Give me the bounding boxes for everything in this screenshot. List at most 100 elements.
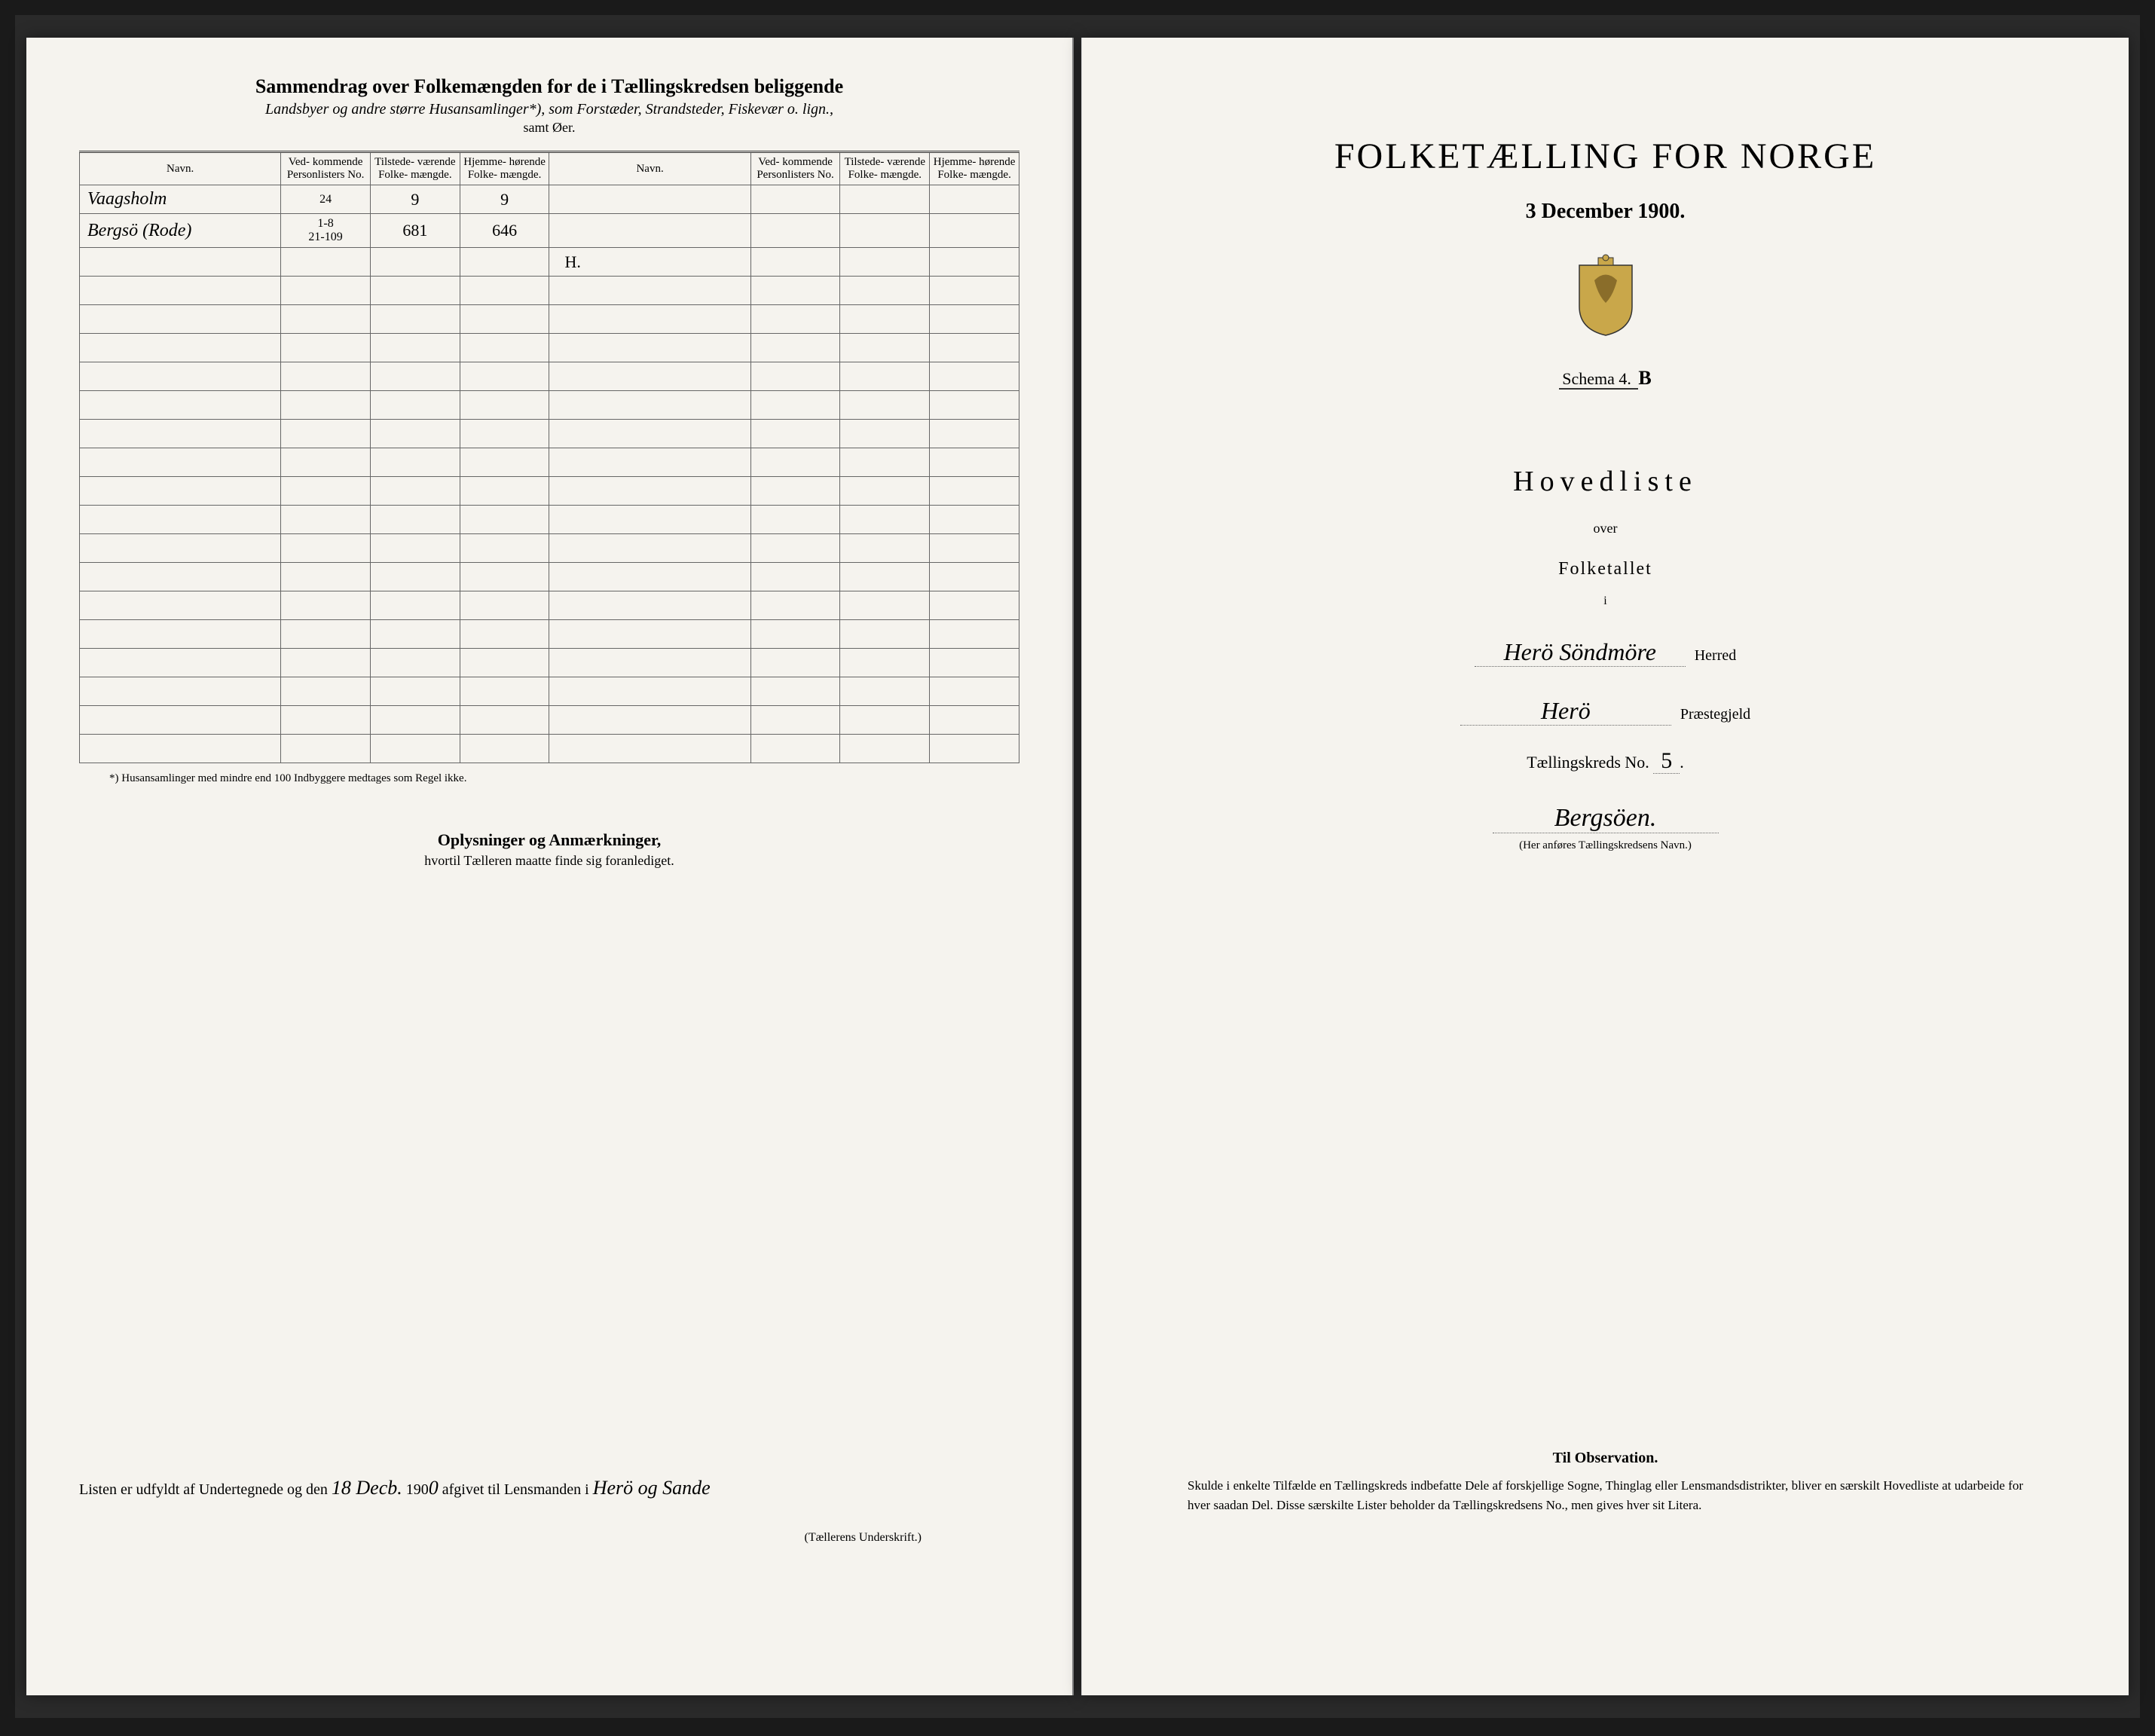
table-cell xyxy=(80,706,281,735)
table-cell xyxy=(549,620,750,649)
table-cell xyxy=(930,214,1019,248)
table-cell xyxy=(930,391,1019,420)
table-cell xyxy=(460,277,549,305)
bottom-place: Herö og Sande xyxy=(593,1477,711,1499)
table-cell xyxy=(549,506,750,534)
table-cell xyxy=(549,563,750,591)
table-cell xyxy=(460,706,549,735)
left-title-block: Sammendrag over Folkemængden for de i Tæ… xyxy=(79,75,1019,136)
table-cell xyxy=(370,362,460,391)
table-cell xyxy=(460,620,549,649)
table-cell xyxy=(750,706,840,735)
table-cell xyxy=(370,448,460,477)
table-cell xyxy=(840,277,930,305)
table-cell: 681 xyxy=(370,214,460,248)
table-cell xyxy=(370,477,460,506)
table-cell xyxy=(750,506,840,534)
table-cell xyxy=(549,591,750,620)
observation-block: Til Observation. Skulde i enkelte Tilfæl… xyxy=(1188,1450,2023,1514)
table-cell xyxy=(370,506,460,534)
table-cell xyxy=(750,248,840,277)
table-cell xyxy=(930,534,1019,563)
kreds-label: Tællingskreds No. xyxy=(1527,753,1649,772)
table-row xyxy=(80,563,1019,591)
table-row xyxy=(80,735,1019,763)
table-cell xyxy=(370,248,460,277)
table-cell xyxy=(750,649,840,677)
table-row xyxy=(80,649,1019,677)
table-cell xyxy=(840,506,930,534)
table-cell xyxy=(281,534,371,563)
table-cell xyxy=(281,334,371,362)
table-row xyxy=(80,334,1019,362)
hovedliste: Hovedliste xyxy=(1135,465,2076,498)
table-cell: Vaagsholm xyxy=(80,185,281,214)
schema-label: Schema xyxy=(1562,369,1615,388)
kreds-name: Bergsöen. xyxy=(1493,804,1719,833)
table-cell xyxy=(281,305,371,334)
bottom-date: 18 Decb. xyxy=(332,1477,402,1499)
table-cell xyxy=(460,362,549,391)
table-cell xyxy=(750,334,840,362)
table-cell xyxy=(281,735,371,763)
table-cell xyxy=(930,620,1019,649)
kreds-note: (Her anføres Tællingskredsens Navn.) xyxy=(1135,839,2076,852)
left-title-sub: Landsbyer og andre større Husansamlinger… xyxy=(79,101,1019,118)
herred-line: Herö Söndmöre Herred xyxy=(1135,638,2076,667)
table-cell xyxy=(840,563,930,591)
table-cell xyxy=(750,534,840,563)
left-title-main: Sammendrag over Folkemængden for de i Tæ… xyxy=(79,75,1019,98)
table-cell xyxy=(370,534,460,563)
table-row xyxy=(80,706,1019,735)
census-table: Navn. Ved- kommende Personlisters No. Ti… xyxy=(79,151,1019,763)
table-cell xyxy=(840,649,930,677)
table-cell xyxy=(930,706,1019,735)
table-cell xyxy=(80,420,281,448)
table-cell xyxy=(930,362,1019,391)
over: over xyxy=(1135,521,2076,536)
table-cell xyxy=(549,649,750,677)
table-cell xyxy=(750,620,840,649)
table-cell xyxy=(370,735,460,763)
praeste-hand: Herö xyxy=(1460,697,1671,726)
table-cell xyxy=(370,620,460,649)
oplys-sub: hvortil Tælleren maatte finde sig foranl… xyxy=(79,853,1019,869)
table-cell xyxy=(930,277,1019,305)
table-cell xyxy=(750,420,840,448)
table-row: H. xyxy=(80,248,1019,277)
table-cell xyxy=(370,677,460,706)
table-cell xyxy=(460,448,549,477)
table-cell xyxy=(80,677,281,706)
table-cell xyxy=(840,334,930,362)
table-cell xyxy=(840,735,930,763)
th-hjemme2: Hjemme- hørende Folke- mængde. xyxy=(930,152,1019,185)
table-cell xyxy=(549,677,750,706)
table-cell xyxy=(80,506,281,534)
table-cell xyxy=(750,214,840,248)
table-cell xyxy=(80,477,281,506)
table-cell xyxy=(750,277,840,305)
table-cell xyxy=(460,391,549,420)
table-cell xyxy=(930,506,1019,534)
table-cell xyxy=(460,477,549,506)
table-cell xyxy=(80,563,281,591)
table-cell xyxy=(281,248,371,277)
table-row xyxy=(80,477,1019,506)
table-cell xyxy=(281,391,371,420)
table-cell xyxy=(281,420,371,448)
table-cell xyxy=(460,677,549,706)
table-cell xyxy=(460,334,549,362)
table-cell xyxy=(80,591,281,620)
th-vedk2: Ved- kommende Personlisters No. xyxy=(750,152,840,185)
table-cell xyxy=(80,248,281,277)
herred-hand: Herö Söndmöre xyxy=(1475,638,1686,667)
table-cell xyxy=(370,420,460,448)
table-cell xyxy=(750,677,840,706)
table-cell xyxy=(281,448,371,477)
table-cell xyxy=(840,706,930,735)
table-cell xyxy=(840,448,930,477)
th-vedk: Ved- kommende Personlisters No. xyxy=(281,152,371,185)
table-cell xyxy=(549,277,750,305)
table-cell xyxy=(930,649,1019,677)
table-cell xyxy=(370,591,460,620)
